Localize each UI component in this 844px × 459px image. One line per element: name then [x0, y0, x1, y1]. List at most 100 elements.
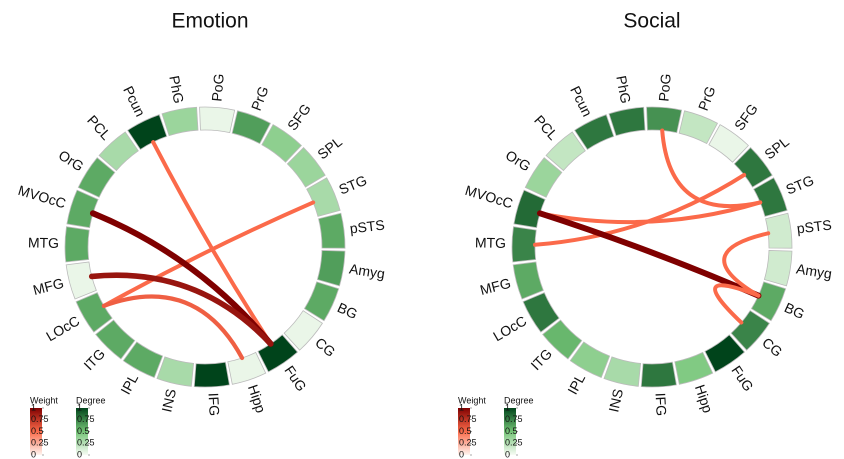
chord-link — [722, 231, 771, 298]
region-label: CG — [759, 334, 785, 360]
legend-colorbar — [30, 408, 42, 455]
legend-tick-label: 0.25 — [459, 438, 477, 448]
legend-title: Weight — [30, 395, 58, 405]
degree-segment — [306, 177, 341, 217]
degree-segment — [708, 124, 749, 163]
region-label: MTG — [28, 234, 59, 251]
degree-segment — [316, 250, 346, 287]
region-label: PoG — [655, 73, 673, 102]
legend-tick-label: 0.5 — [505, 426, 518, 436]
region-label: PhG — [613, 74, 634, 104]
region-label: PhG — [166, 74, 187, 104]
degree-segment — [261, 124, 302, 163]
region-label: SPL — [314, 133, 345, 162]
chart-title: Emotion — [171, 10, 248, 33]
region-label: Hipp — [245, 383, 269, 416]
degree-segment — [303, 281, 340, 322]
region-label: CG — [312, 334, 338, 360]
degree-segment — [98, 131, 139, 172]
region-label: STG — [783, 172, 816, 198]
degree-segment — [646, 106, 683, 134]
region-label: pSTS — [796, 217, 833, 237]
legend-tick-label: 0.75 — [77, 414, 95, 424]
region-label: LOcC — [490, 312, 529, 344]
degree-segment — [257, 334, 299, 373]
chart-title: Social — [623, 10, 680, 33]
region-label: INS — [158, 387, 179, 413]
degree-segment — [318, 212, 346, 249]
legend-tick-label: 0 — [31, 449, 36, 459]
region-label: IFG — [653, 392, 670, 416]
region-label: IFG — [206, 392, 223, 416]
region-label: PCL — [84, 112, 114, 143]
legend-title: Degree — [76, 395, 106, 405]
degree-segment — [511, 226, 537, 263]
region-label: BG — [782, 299, 807, 322]
degree-segment — [286, 146, 326, 188]
chord-link — [533, 172, 747, 247]
degree-segment — [513, 189, 546, 229]
degree-segment — [674, 351, 714, 385]
degree-segment — [231, 110, 272, 145]
region-label: Amyg — [348, 260, 386, 281]
legend-tick-label: 0.5 — [77, 426, 90, 436]
region-label: SFG — [284, 101, 314, 134]
legend-tick-label: 0.75 — [31, 414, 49, 424]
degree-segment — [524, 157, 563, 198]
legend-title: Degree — [504, 395, 534, 405]
degree-segment — [77, 157, 116, 198]
region-label: FuG — [281, 363, 310, 395]
legend-tick-label: 1 — [31, 402, 36, 412]
degree-segment — [603, 356, 642, 387]
degree-segment — [75, 292, 113, 333]
region-label: MVOcC — [463, 182, 515, 211]
degree-segment — [545, 131, 586, 172]
region-label: Hipp — [692, 383, 716, 416]
chord-link — [660, 128, 763, 209]
degree-segment — [161, 106, 199, 137]
region-label: PCL — [531, 112, 561, 143]
region-label: Amyg — [795, 260, 833, 281]
region-label: STG — [336, 172, 369, 198]
region-label: MFG — [478, 275, 512, 298]
region-label: BG — [335, 299, 360, 322]
degree-segment — [95, 319, 136, 360]
legend-colorbar — [76, 408, 88, 455]
region-label: PrG — [695, 84, 719, 113]
chord-link — [101, 200, 316, 308]
degree-segment — [733, 146, 773, 188]
degree-segment — [65, 261, 97, 300]
degree-segment — [66, 189, 99, 229]
legend-colorbar — [504, 408, 516, 455]
region-label: MTG — [475, 234, 506, 251]
degree-segment — [730, 310, 770, 351]
chord-link — [151, 140, 273, 346]
legend-tick-label: 1 — [459, 402, 464, 412]
degree-segment — [227, 351, 267, 385]
chord-link — [536, 210, 762, 299]
degree-segment — [199, 106, 236, 134]
region-label: IPL — [564, 371, 588, 397]
legend-tick-label: 0.25 — [31, 438, 49, 448]
region-label: MFG — [31, 275, 65, 298]
legend-tick-label: 1 — [505, 402, 510, 412]
degree-segment — [753, 177, 788, 217]
region-label: INS — [605, 387, 626, 413]
region-label: PoG — [208, 73, 226, 102]
legend-tick-label: 0 — [459, 449, 464, 459]
degree-segment — [574, 114, 615, 151]
legend-tick-label: 0 — [77, 449, 82, 459]
region-label: IPL — [117, 371, 141, 397]
region-label: LOcC — [43, 312, 82, 344]
legend-colorbar — [458, 408, 470, 455]
degree-segment — [283, 310, 323, 351]
legend-tick-label: 0.25 — [505, 438, 523, 448]
region-label: Pcun — [567, 83, 595, 119]
degree-segment — [704, 334, 746, 373]
degree-segment — [542, 319, 583, 360]
degree-segment — [608, 106, 646, 137]
legend-tick-label: 0 — [505, 449, 510, 459]
